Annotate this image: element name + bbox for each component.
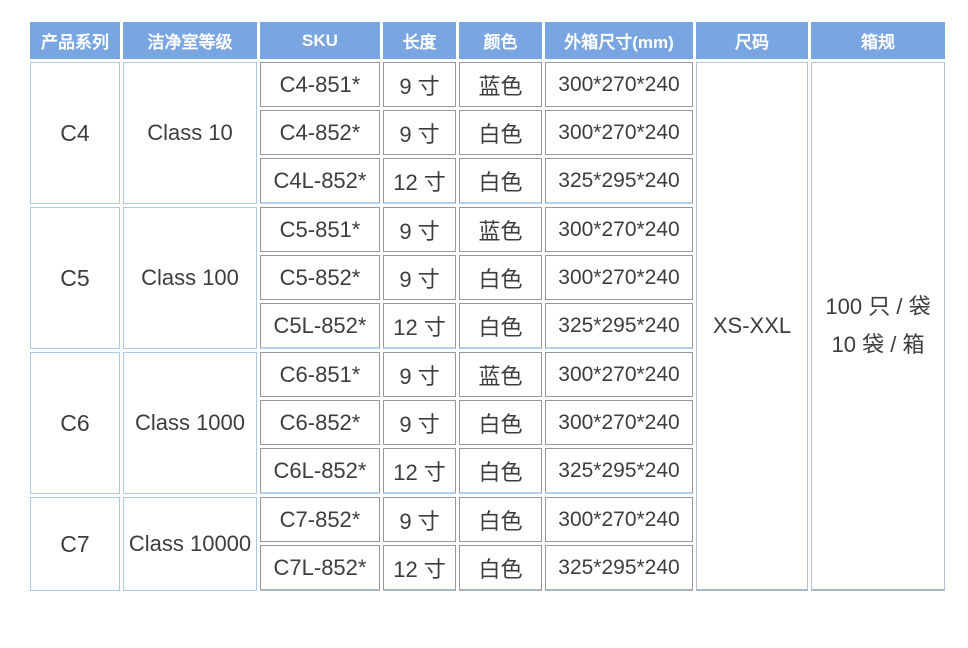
header-row: 产品系列 洁净室等级 SKU 长度 颜色 外箱尺寸(mm) 尺码 箱规 (30, 22, 945, 59)
color-cell: 白色 (459, 303, 542, 349)
sku-cell: C5-852* (260, 255, 380, 300)
length-cell: 12 寸 (383, 303, 456, 349)
header-cleanroom-class: 洁净室等级 (123, 22, 257, 59)
header-carton-spec: 箱规 (811, 22, 945, 59)
color-cell: 白色 (459, 255, 542, 300)
table-row: C6L-852* 12 寸 白色 325*295*240 (30, 448, 945, 494)
size-range-cell: XS-XXL (696, 62, 808, 591)
table-row: C6-852* 9 寸 白色 300*270*240 (30, 400, 945, 445)
box-size-cell: 300*270*240 (545, 110, 693, 155)
table-row: C4-852* 9 寸 白色 300*270*240 (30, 110, 945, 155)
color-cell: 蓝色 (459, 62, 542, 107)
carton-spec-cell: 100 只 / 袋 10 袋 / 箱 (811, 62, 945, 591)
sku-cell: C4L-852* (260, 158, 380, 204)
box-size-cell: 325*295*240 (545, 303, 693, 349)
table-row: C5-852* 9 寸 白色 300*270*240 (30, 255, 945, 300)
table-row: C6 Class 1000 C6-851* 9 寸 蓝色 300*270*240 (30, 352, 945, 494)
table-row: C4 Class 10 C4-851* 9 寸 蓝色 300*270*240 X… (30, 62, 945, 591)
series-cell-c5: C5 (30, 207, 120, 349)
sku-cell: C6-851* (260, 352, 380, 397)
color-cell: 白色 (459, 110, 542, 155)
color-cell: 白色 (459, 448, 542, 494)
box-size-cell: 325*295*240 (545, 545, 693, 591)
length-cell: 9 寸 (383, 62, 456, 107)
class-cell-c7: Class 10000 (123, 497, 257, 591)
class-cell-c5: Class 100 (123, 207, 257, 349)
length-cell: 12 寸 (383, 545, 456, 591)
box-size-cell: 300*270*240 (545, 352, 693, 397)
series-cell-c7: C7 (30, 497, 120, 591)
box-size-cell: 300*270*240 (545, 255, 693, 300)
table-row: C5 Class 100 C5-851* 9 寸 蓝色 300*270*240 (30, 207, 945, 349)
box-size-cell: 325*295*240 (545, 158, 693, 204)
sku-cell: C6L-852* (260, 448, 380, 494)
header-sku: SKU (260, 22, 380, 59)
length-cell: 9 寸 (383, 255, 456, 300)
carton-spec-line-2: 10 袋 / 箱 (831, 332, 925, 357)
spec-table: 产品系列 洁净室等级 SKU 长度 颜色 外箱尺寸(mm) 尺码 箱规 C4 C… (27, 19, 948, 594)
class-cell-c6: Class 1000 (123, 352, 257, 494)
sku-cell: C5L-852* (260, 303, 380, 349)
header-size: 尺码 (696, 22, 808, 59)
box-size-cell: 300*270*240 (545, 62, 693, 107)
color-cell: 蓝色 (459, 352, 542, 397)
sku-cell: C4-852* (260, 110, 380, 155)
header-box-size: 外箱尺寸(mm) (545, 22, 693, 59)
header-color: 颜色 (459, 22, 542, 59)
sku-cell: C5-851* (260, 207, 380, 252)
length-cell: 9 寸 (383, 352, 456, 397)
carton-spec-line-1: 100 只 / 袋 (825, 293, 931, 319)
box-size-cell: 300*270*240 (545, 497, 693, 542)
length-cell: 9 寸 (383, 497, 456, 542)
color-cell: 白色 (459, 545, 542, 591)
series-cell-c6: C6 (30, 352, 120, 494)
header-length: 长度 (383, 22, 456, 59)
color-cell: 白色 (459, 158, 542, 204)
table-row: C7L-852* 12 寸 白色 325*295*240 (30, 545, 945, 591)
sku-cell: C7L-852* (260, 545, 380, 591)
color-cell: 白色 (459, 400, 542, 445)
length-cell: 12 寸 (383, 158, 456, 204)
sku-cell: C4-851* (260, 62, 380, 107)
series-cell-c4: C4 (30, 62, 120, 204)
color-cell: 蓝色 (459, 207, 542, 252)
box-size-cell: 300*270*240 (545, 400, 693, 445)
length-cell: 9 寸 (383, 207, 456, 252)
table-row: C4L-852* 12 寸 白色 325*295*240 (30, 158, 945, 204)
length-cell: 9 寸 (383, 110, 456, 155)
sku-cell: C7-852* (260, 497, 380, 542)
table-row: C7 Class 10000 C7-852* 9 寸 白色 300*270*24… (30, 497, 945, 591)
length-cell: 12 寸 (383, 448, 456, 494)
sku-cell: C6-852* (260, 400, 380, 445)
table-row: C5L-852* 12 寸 白色 325*295*240 (30, 303, 945, 349)
box-size-cell: 300*270*240 (545, 207, 693, 252)
header-product-series: 产品系列 (30, 22, 120, 59)
color-cell: 白色 (459, 497, 542, 542)
length-cell: 9 寸 (383, 400, 456, 445)
box-size-cell: 325*295*240 (545, 448, 693, 494)
class-cell-c4: Class 10 (123, 62, 257, 204)
